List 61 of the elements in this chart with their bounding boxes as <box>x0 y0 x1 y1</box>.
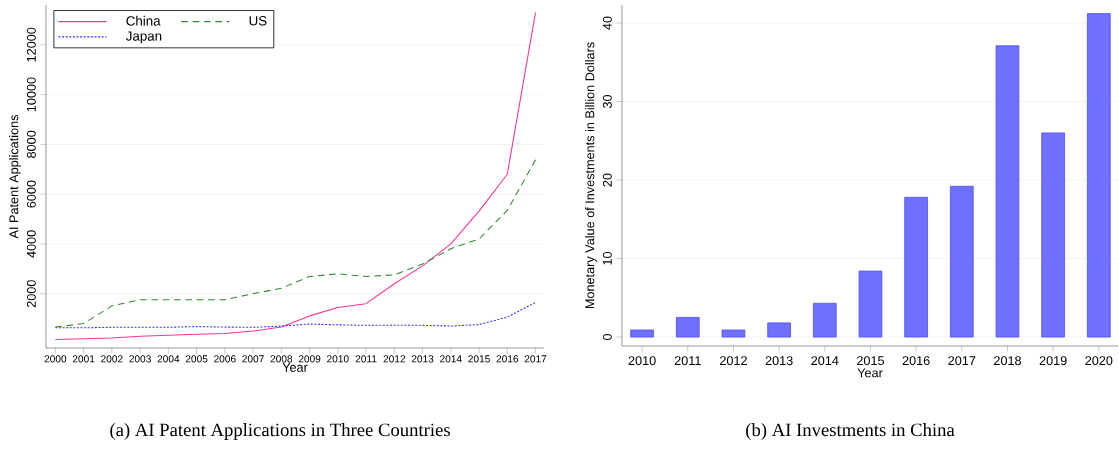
line-series <box>54 11 537 341</box>
x-axis-title: Year <box>282 362 308 372</box>
x-tick-label: 2012 <box>719 356 747 366</box>
x-tick-label: 2010 <box>628 356 656 366</box>
x-tick-label: 2016 <box>496 355 519 363</box>
y-axis-title: Monetary Value of Investments in Billion Dollars <box>585 42 597 309</box>
bar <box>675 317 700 338</box>
bar <box>767 322 791 338</box>
x-tick-label: 2002 <box>101 355 123 363</box>
x-axis-title: Year <box>857 368 883 378</box>
y-tick-label: 40 <box>602 16 612 30</box>
y-tick-label: 6000 <box>26 180 36 208</box>
x-tick-label: 2018 <box>994 356 1022 366</box>
x-tick-label: 2010 <box>327 355 349 363</box>
x-tick-label: 2005 <box>185 355 208 363</box>
x-tick-label: 2011 <box>355 355 377 363</box>
x-tick-label: 2009 <box>298 355 321 363</box>
x-tick-label: 2020 <box>1085 356 1113 366</box>
text: (a) AI Patent Applications in Three Countries <box>110 423 450 440</box>
y-tick-label: 12000 <box>26 27 36 62</box>
bar <box>630 329 654 338</box>
x-tick-label: 2004 <box>157 355 180 363</box>
x-tick-label: 2013 <box>765 356 793 366</box>
y-tick-label: 4000 <box>26 230 36 258</box>
x-tick-label: 2016 <box>902 356 930 366</box>
bar <box>995 45 1020 338</box>
x-tick-label: 2011 <box>674 356 701 366</box>
y-tick-label: 30 <box>602 95 612 109</box>
x-tick-label: 2017 <box>948 356 976 366</box>
bar <box>1041 132 1065 338</box>
x-tick-label: 2015 <box>857 356 885 366</box>
x-tick-label: 2001 <box>72 355 95 363</box>
bar <box>1087 13 1111 338</box>
x-tick-label: 2014 <box>811 356 839 366</box>
x-tick-label: 2013 <box>411 355 434 363</box>
x-tick-label: 2012 <box>383 355 406 363</box>
x-tick-label: 2000 <box>44 355 67 363</box>
bar <box>904 196 928 338</box>
x-tick-label: 2006 <box>214 355 236 363</box>
legend-label: US <box>249 16 267 26</box>
x-tick-label: 2003 <box>129 355 151 363</box>
y-tick-label: 8000 <box>26 130 36 158</box>
x-tick-label: 2015 <box>468 355 490 363</box>
legend-label: Japan <box>125 31 162 44</box>
y-tick-label: 20 <box>602 173 612 187</box>
bar <box>812 302 837 338</box>
bar <box>949 185 974 338</box>
x-tick-label: 2019 <box>1039 356 1067 366</box>
y-axis-title: AI Patent Applications <box>9 115 21 239</box>
y-tick-label: 10 <box>602 252 612 265</box>
legend-label: China <box>126 15 161 26</box>
x-tick-label: 2007 <box>242 355 264 363</box>
text: (b) AI Investments in China <box>746 423 955 440</box>
bar <box>721 329 746 338</box>
y-tick-label: 10000 <box>26 77 36 112</box>
y-tick-label: 2000 <box>26 280 36 308</box>
x-tick-label: 2008 <box>270 355 293 363</box>
bar <box>858 270 883 338</box>
y-tick-label: 0 <box>602 334 612 341</box>
x-tick-label: 2014 <box>440 355 462 363</box>
x-tick-label: 2017 <box>524 355 547 363</box>
